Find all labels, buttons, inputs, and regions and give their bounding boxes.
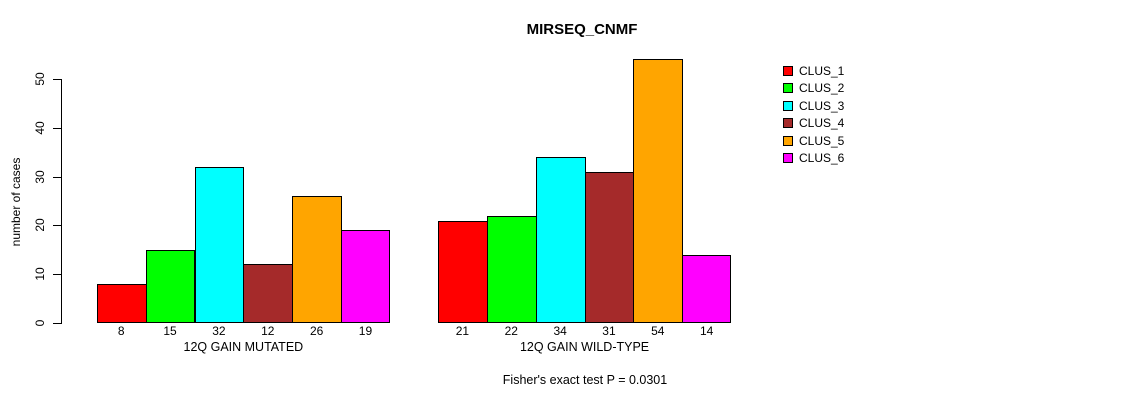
- legend-row: CLUS_5: [783, 132, 844, 150]
- legend-row: CLUS_4: [783, 115, 844, 133]
- legend-swatch: [783, 153, 793, 164]
- y-axis-tick: [53, 323, 61, 324]
- legend-row: CLUS_1: [783, 62, 844, 80]
- legend: CLUS_1 CLUS_2 CLUS_3 CLUS_4 CLUS_5 CLUS_6: [783, 62, 844, 167]
- bar-value-label: 14: [699, 324, 714, 338]
- y-axis-tick-label: 0: [33, 319, 47, 327]
- legend-swatch: [783, 65, 793, 76]
- legend-row: CLUS_3: [783, 97, 844, 115]
- y-axis-tick: [53, 79, 61, 80]
- legend-label: CLUS_4: [799, 116, 845, 131]
- bar-value-label: 22: [504, 324, 518, 338]
- legend-row: CLUS_6: [783, 150, 844, 168]
- bar-value-label: 54: [651, 324, 665, 338]
- bar: [145, 249, 196, 323]
- legend-label: CLUS_6: [799, 151, 845, 166]
- bar: [438, 220, 488, 323]
- bar: [535, 157, 586, 323]
- bar-value-label: 32: [212, 324, 226, 338]
- y-axis-tick-label: 20: [33, 218, 47, 233]
- bar-value-label: 34: [553, 324, 567, 338]
- bar: [584, 171, 635, 323]
- y-axis-tick-label: 30: [33, 169, 47, 184]
- bar-value-label: 19: [358, 324, 373, 338]
- legend-swatch: [783, 83, 793, 94]
- legend-swatch: [783, 100, 793, 111]
- chart-title: MIRSEQ_CNMF: [526, 21, 638, 38]
- bar: [341, 230, 390, 323]
- legend-label: CLUS_1: [799, 63, 845, 78]
- legend-swatch: [783, 118, 793, 129]
- group-label: 12Q GAIN WILD-TYPE: [519, 340, 650, 354]
- legend-swatch: [783, 135, 793, 146]
- y-axis-tick: [53, 127, 61, 129]
- y-axis-tick: [53, 176, 61, 178]
- bar-value-label: 12: [261, 324, 275, 338]
- y-axis-tick: [53, 225, 61, 227]
- bar-value-label: 15: [163, 324, 177, 338]
- bar: [292, 196, 343, 323]
- bar: [243, 264, 294, 323]
- bar-value-label: 26: [309, 324, 324, 338]
- bar: [682, 254, 732, 323]
- bar-value-label: 8: [117, 324, 125, 338]
- legend-label: CLUS_3: [799, 98, 845, 113]
- y-axis-tick: [53, 274, 61, 276]
- bar: [486, 215, 537, 323]
- bar: [633, 59, 684, 323]
- legend-row: CLUS_2: [783, 80, 844, 98]
- group-label: 12Q GAIN MUTATED: [183, 340, 304, 354]
- legend-label: CLUS_2: [799, 81, 845, 96]
- legend-label: CLUS_5: [799, 133, 845, 148]
- y-axis-tick-label: 50: [33, 72, 47, 86]
- bar: [96, 283, 147, 323]
- bar-value-label: 21: [455, 324, 470, 338]
- y-axis-tick-label: 40: [33, 121, 47, 135]
- y-axis-tick-label: 10: [33, 267, 47, 281]
- y-axis-line: [61, 79, 62, 324]
- bar-value-label: 31: [602, 324, 616, 338]
- footnote: Fisher's exact test P = 0.0301: [502, 373, 668, 387]
- bar: [194, 166, 245, 323]
